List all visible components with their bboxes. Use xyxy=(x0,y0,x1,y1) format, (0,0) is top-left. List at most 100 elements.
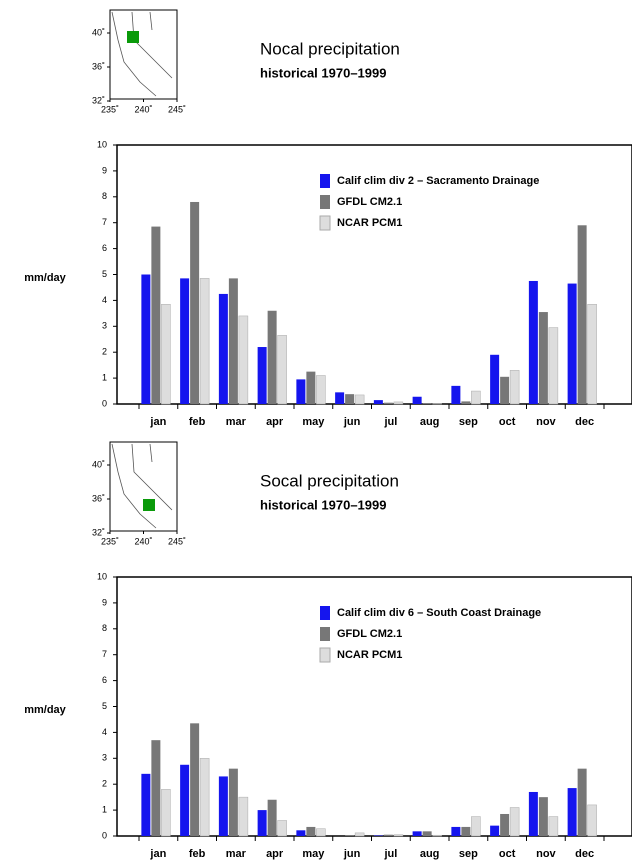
bar xyxy=(277,335,287,405)
y-tick-label: 8 xyxy=(102,623,107,633)
bar xyxy=(538,312,548,404)
y-tick-label: 5 xyxy=(102,269,107,279)
y-tick-label: 4 xyxy=(102,727,107,737)
legend-label: Calif clim div 6 – South Coast Drainage xyxy=(337,607,541,619)
bar xyxy=(257,347,267,404)
chart-subtitle: historical 1970–1999 xyxy=(260,65,386,80)
map-frame xyxy=(109,441,178,532)
x-tick-label: oct xyxy=(499,416,516,428)
bar xyxy=(190,201,200,404)
bar xyxy=(587,804,597,837)
y-tick-label: 9 xyxy=(102,597,107,607)
bar xyxy=(267,310,277,404)
x-tick-label: jan xyxy=(149,416,166,428)
y-tick-label: 1 xyxy=(102,372,107,382)
bar xyxy=(296,379,306,404)
bar xyxy=(267,799,277,836)
y-tick-label: 0 xyxy=(102,830,107,840)
bar xyxy=(141,773,151,836)
bar xyxy=(190,723,200,836)
bar xyxy=(577,225,587,404)
legend-swatch xyxy=(320,174,330,188)
y-tick-label: 6 xyxy=(102,675,107,685)
bar xyxy=(490,354,500,404)
chart: 40˚ 36˚ 32˚235˚ 240˚ 245˚ Nocal precipitation… xyxy=(24,9,632,428)
bar xyxy=(373,835,383,836)
legend-swatch xyxy=(319,215,331,231)
x-tick-label: apr xyxy=(266,416,284,428)
x-tick-label: mar xyxy=(226,416,247,428)
legend-swatch xyxy=(320,627,330,641)
y-tick-label: 3 xyxy=(102,321,107,331)
bar xyxy=(393,401,404,405)
chart-subtitle: historical 1970–1999 xyxy=(260,497,386,512)
bar xyxy=(528,280,538,404)
bar xyxy=(528,791,538,836)
bar xyxy=(180,278,190,404)
y-tick-label: 7 xyxy=(102,217,107,227)
bar xyxy=(500,376,510,404)
x-tick-label: nov xyxy=(536,848,556,860)
bar xyxy=(161,789,171,837)
bar xyxy=(335,392,345,404)
bar xyxy=(345,835,355,836)
bar xyxy=(218,293,228,404)
y-tick-label: 8 xyxy=(102,191,107,201)
map-coast xyxy=(111,443,173,529)
bar xyxy=(548,327,559,405)
y-axis-label: mm/day xyxy=(24,272,66,284)
bar xyxy=(373,400,383,404)
bar xyxy=(471,390,481,405)
map-tick-label: 40˚ xyxy=(92,27,105,37)
x-tick-label: dec xyxy=(575,848,594,860)
x-tick-label: jun xyxy=(343,416,361,428)
bar xyxy=(432,834,442,837)
y-tick-label: 10 xyxy=(97,139,107,149)
bar xyxy=(354,832,365,837)
x-tick-label: jan xyxy=(149,848,166,860)
bar xyxy=(587,304,597,405)
y-tick-label: 4 xyxy=(102,295,107,305)
y-tick-label: 3 xyxy=(102,753,107,763)
bar xyxy=(567,788,577,836)
x-tick-label: jul xyxy=(383,416,397,428)
map-region xyxy=(127,31,139,43)
bar xyxy=(567,283,577,404)
map-tick-label: 32˚ xyxy=(92,95,105,105)
bar xyxy=(316,828,326,837)
bar xyxy=(218,776,228,836)
bar xyxy=(306,371,316,404)
legend-swatch xyxy=(320,606,330,620)
bar xyxy=(228,278,238,404)
x-tick-label: apr xyxy=(266,848,284,860)
map-tick-label: 245˚ xyxy=(168,536,186,546)
bar xyxy=(422,831,432,836)
bar xyxy=(509,807,520,837)
bar xyxy=(277,820,287,837)
bar xyxy=(238,796,249,837)
x-tick-label: jun xyxy=(343,848,361,860)
bar xyxy=(199,758,210,837)
x-tick-label: oct xyxy=(499,848,516,860)
bar xyxy=(461,826,471,836)
y-tick-label: 1 xyxy=(102,804,107,814)
bar xyxy=(354,394,365,405)
bar xyxy=(199,278,210,405)
x-tick-label: jul xyxy=(383,848,397,860)
x-tick-label: may xyxy=(302,416,325,428)
y-axis-label: mm/day xyxy=(24,704,66,716)
map-tick-label: 240˚ xyxy=(134,104,152,114)
bar xyxy=(383,834,393,836)
y-tick-label: 7 xyxy=(102,649,107,659)
map-tick-label: 235˚ xyxy=(101,104,119,114)
map-tick-label: 32˚ xyxy=(92,527,105,537)
legend-label: GFDL CM2.1 xyxy=(337,196,402,208)
x-tick-label: nov xyxy=(536,416,556,428)
bar xyxy=(422,403,432,404)
bar xyxy=(161,304,171,405)
bar xyxy=(238,315,249,405)
bar xyxy=(345,394,355,404)
map-tick-label: 36˚ xyxy=(92,61,105,71)
x-tick-label: aug xyxy=(420,416,440,428)
